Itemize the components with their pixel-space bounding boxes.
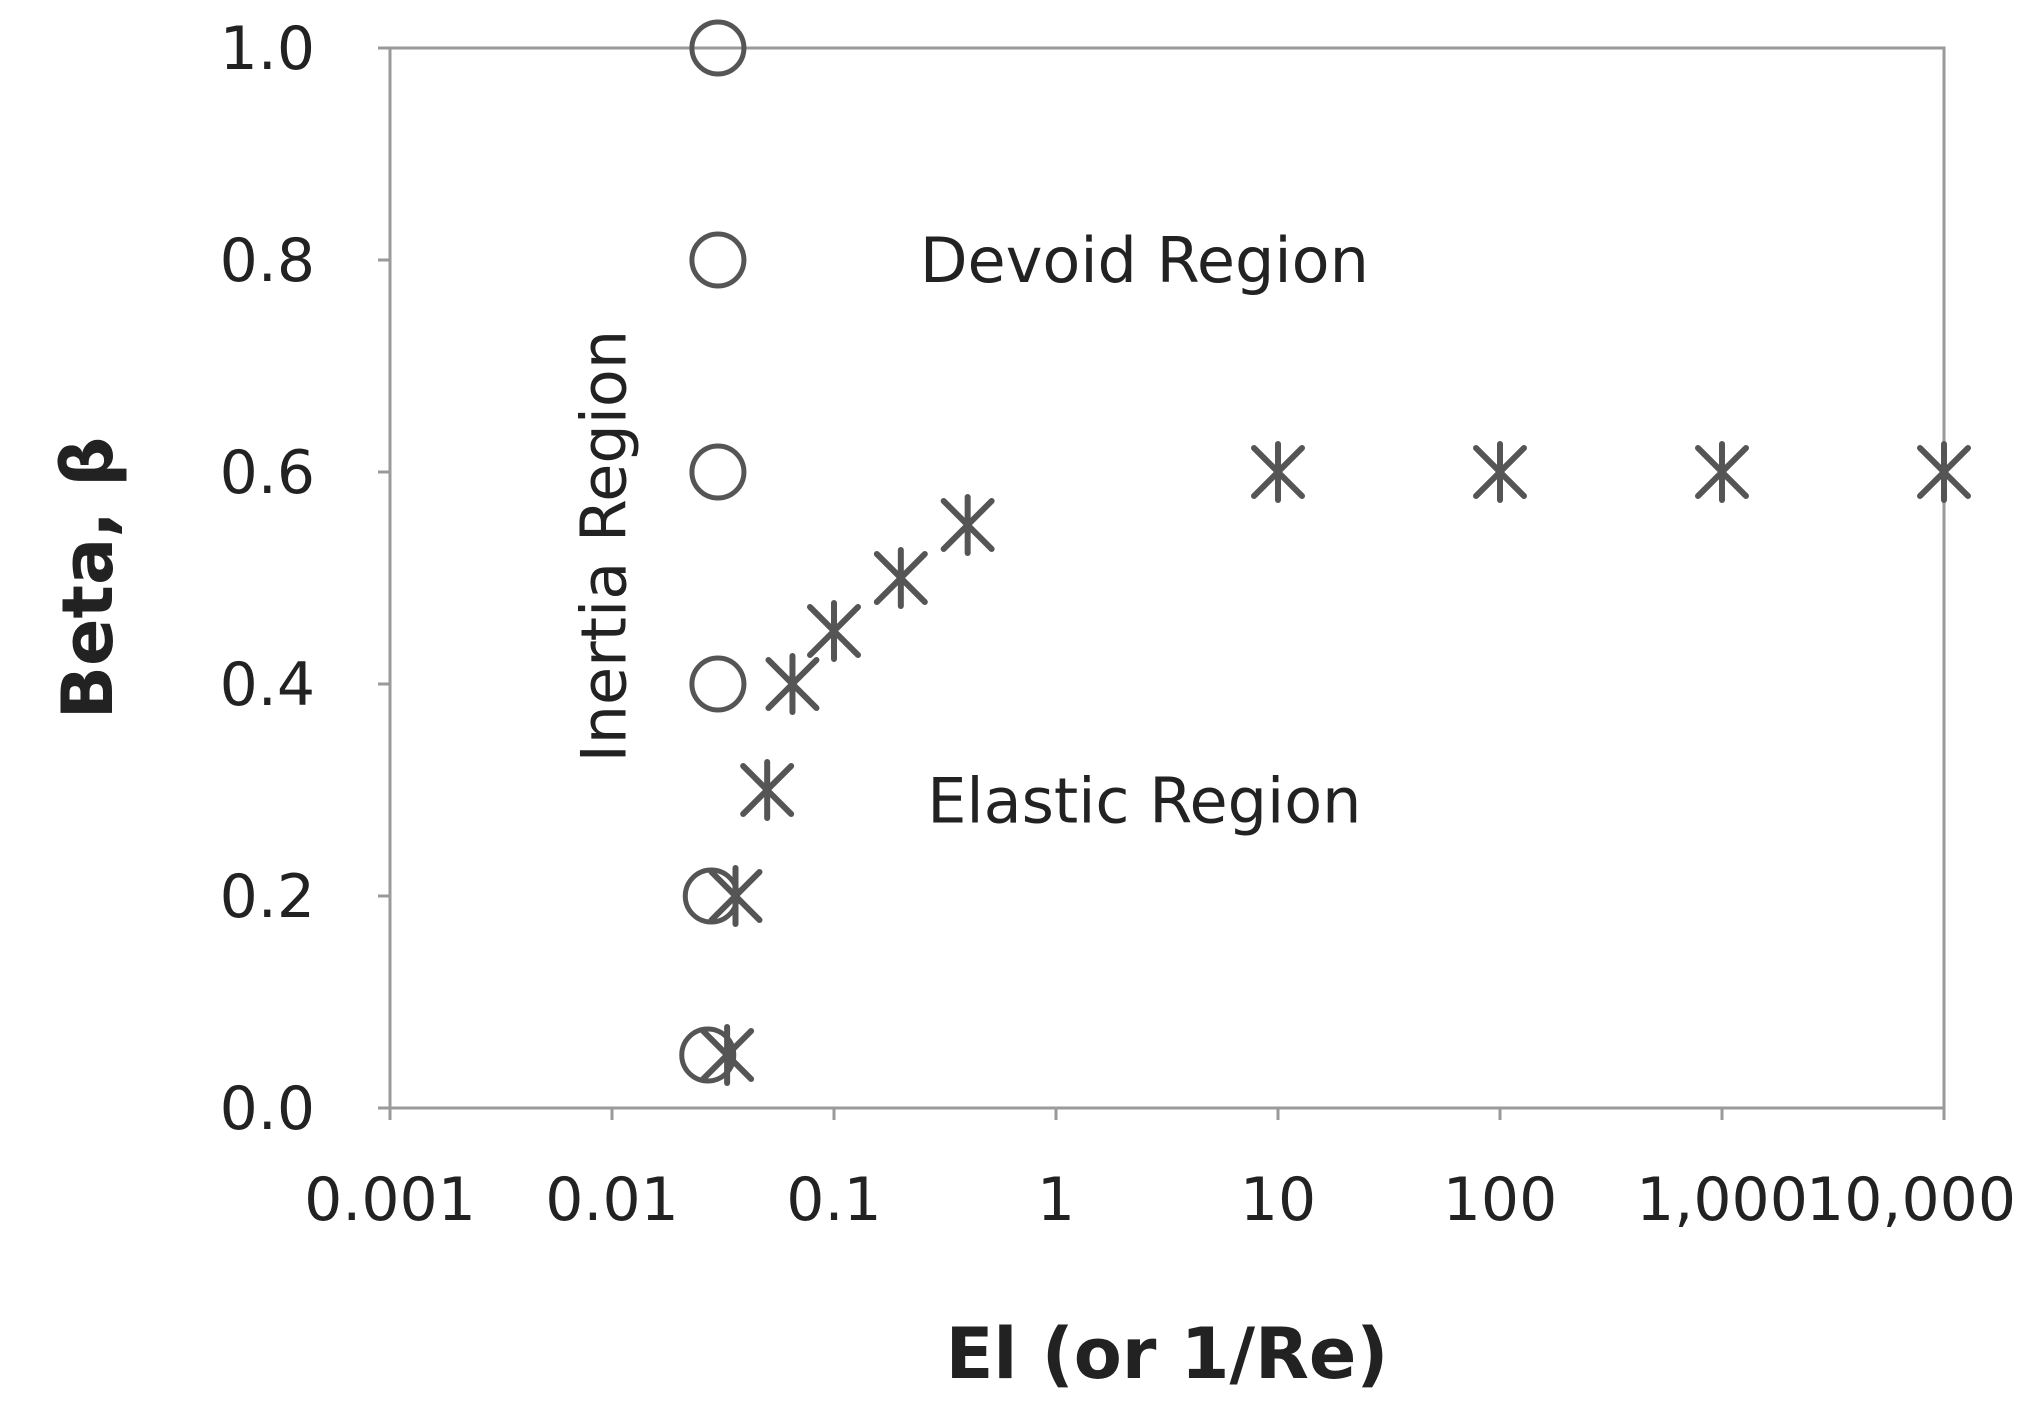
axes-group bbox=[378, 46, 1946, 1120]
data-point-asterisk bbox=[708, 865, 763, 927]
annotations-group: Devoid Region Elastic Region Inertia Regio… bbox=[567, 224, 1368, 838]
y-tick-label: 0.0 bbox=[220, 1074, 315, 1144]
annotation-label: Devoid Region bbox=[920, 224, 1369, 297]
data-point-asterisk bbox=[873, 547, 928, 609]
x-axis-title: El (or 1/Re) bbox=[946, 1313, 1389, 1395]
annotation-label: Inertia Region bbox=[567, 330, 640, 763]
data-point-asterisk bbox=[1917, 441, 1971, 503]
x-tick-label: 10 bbox=[1240, 1165, 1316, 1235]
data-point-circle bbox=[679, 1026, 737, 1084]
data-point-asterisk bbox=[1251, 441, 1305, 503]
plot-area-frame bbox=[388, 46, 1946, 1110]
annotation-label: Elastic Region bbox=[927, 765, 1361, 838]
x-tick-label: 100 bbox=[1443, 1165, 1558, 1235]
data-point-asterisk bbox=[1695, 441, 1749, 503]
data-point-asterisk bbox=[740, 759, 795, 821]
y-axis-title: Beta, β bbox=[47, 437, 129, 720]
y-tick-label: 1.0 bbox=[220, 14, 315, 84]
x-tick-label: 10,000 bbox=[1806, 1165, 2016, 1235]
y-tick-label: 0.2 bbox=[220, 862, 315, 932]
data-point-asterisk bbox=[765, 653, 820, 715]
x-tick-label: 0.01 bbox=[545, 1165, 679, 1235]
data-point-circle bbox=[689, 443, 747, 501]
data-point-circle bbox=[689, 231, 747, 289]
y-tick-label: 0.4 bbox=[220, 650, 315, 720]
data-point-circle bbox=[689, 19, 747, 77]
x-tick-label: 0.001 bbox=[304, 1165, 476, 1235]
data-point-asterisk bbox=[940, 494, 995, 556]
data-point-circle bbox=[682, 867, 740, 925]
data-point-asterisk bbox=[700, 1024, 755, 1086]
y-tick-label: 0.8 bbox=[220, 226, 315, 296]
data-point-asterisk bbox=[807, 600, 861, 662]
data-points-group bbox=[679, 19, 1971, 1086]
x-tick-label: 1,000 bbox=[1636, 1165, 1808, 1235]
data-point-circle bbox=[689, 655, 747, 713]
y-tick-label: 0.6 bbox=[220, 438, 315, 508]
tick-labels-group: 0.0 0.2 0.4 0.6 0.8 1.0 0.001 0.01 0.1 1 10 100 1,00… bbox=[220, 14, 2016, 1235]
data-point-asterisk bbox=[1473, 441, 1527, 503]
x-tick-label: 0.1 bbox=[786, 1165, 881, 1235]
x-tick-label: 1 bbox=[1037, 1165, 1075, 1235]
